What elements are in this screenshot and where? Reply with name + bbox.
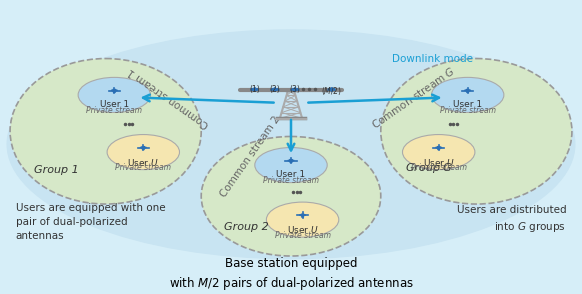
Text: (1): (1) (249, 85, 260, 94)
Ellipse shape (267, 202, 339, 237)
Text: Group 1: Group 1 (34, 165, 79, 175)
Text: Private stream: Private stream (411, 163, 467, 172)
Ellipse shape (431, 77, 504, 113)
Text: User $U$: User $U$ (423, 157, 455, 168)
Text: Common stream 2: Common stream 2 (218, 115, 282, 200)
Text: ($M/2$): ($M/2$) (321, 85, 342, 97)
Text: (3): (3) (290, 85, 300, 94)
Text: Private stream: Private stream (275, 230, 331, 240)
Text: Private stream: Private stream (86, 106, 143, 115)
Text: Base station equipped
with $M/2$ pairs of dual-polarized antennas: Base station equipped with $M/2$ pairs o… (169, 257, 413, 292)
Text: User 1: User 1 (453, 100, 482, 108)
Text: Users are distributed
into $G$ groups: Users are distributed into $G$ groups (456, 205, 566, 234)
Ellipse shape (78, 77, 151, 113)
Text: Group 2: Group 2 (223, 222, 268, 232)
Text: Private stream: Private stream (115, 163, 171, 172)
Text: Users are equipped with one
pair of dual-polarized
antennas: Users are equipped with one pair of dual… (16, 203, 165, 241)
Ellipse shape (403, 135, 475, 170)
Text: Private stream: Private stream (263, 176, 319, 185)
Text: User $U$: User $U$ (287, 224, 318, 235)
Text: User 1: User 1 (100, 100, 129, 108)
Text: Group $G$: Group $G$ (404, 161, 452, 175)
Ellipse shape (255, 148, 327, 183)
Ellipse shape (107, 135, 179, 170)
Ellipse shape (7, 30, 575, 259)
Text: User $U$: User $U$ (127, 157, 159, 168)
Text: User 1: User 1 (276, 170, 306, 179)
Text: Downlink mode: Downlink mode (392, 54, 473, 64)
Text: Common stream $G$: Common stream $G$ (370, 64, 458, 131)
Ellipse shape (10, 59, 201, 204)
Ellipse shape (201, 136, 381, 256)
Text: (2): (2) (269, 85, 280, 94)
Text: Common stream 1: Common stream 1 (126, 66, 211, 130)
Text: Private stream: Private stream (439, 106, 496, 115)
Ellipse shape (381, 59, 572, 204)
